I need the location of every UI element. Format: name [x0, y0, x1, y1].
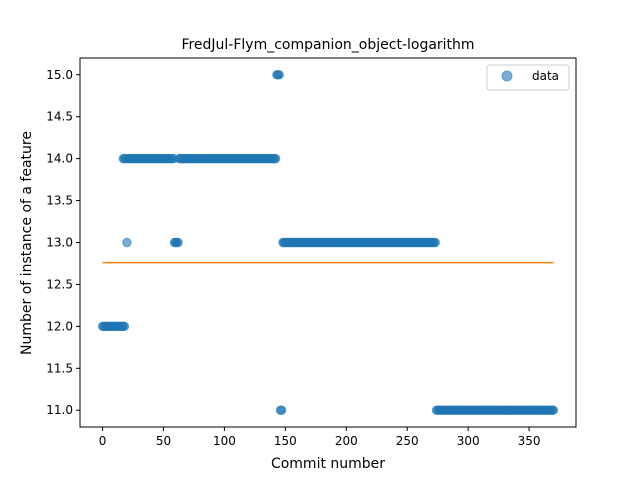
y-tick-label: 15.0: [46, 68, 73, 82]
data-point: [274, 70, 284, 80]
legend-label-data: data: [532, 69, 559, 83]
legend: data: [486, 64, 570, 91]
y-tick-label: 13.0: [46, 236, 73, 250]
x-tick-label: 100: [213, 434, 236, 448]
y-tick-label: 12.0: [46, 319, 73, 333]
x-tick-label: 350: [518, 434, 541, 448]
y-axis-label: Number of instance of a feature: [19, 131, 35, 355]
data-point: [122, 237, 132, 248]
y-tick-label: 11.5: [46, 361, 73, 375]
x-tick-label: 150: [274, 434, 297, 448]
x-tick-label: 200: [335, 434, 358, 448]
y-axis: 11.0 11.5 12.0 12.5 13.0 13.5 14.0 14.5 15.0: [46, 68, 80, 417]
x-axis: 0 50 100 150 200 250 300 350: [99, 427, 541, 448]
y-tick-label: 13.5: [46, 194, 73, 208]
x-tick-label: 50: [156, 434, 171, 448]
data-point: [548, 405, 559, 415]
legend-marker-data: [501, 70, 513, 82]
y-tick-label: 12.5: [46, 277, 73, 291]
data-point: [270, 153, 281, 164]
x-axis-label: Commit number: [271, 456, 385, 472]
chart-title: FredJul-Flym_companion_object-logarithm: [181, 37, 474, 53]
data-point: [119, 321, 130, 332]
data-point: [430, 237, 440, 248]
x-tick-label: 250: [396, 434, 419, 448]
x-tick-label: 300: [457, 434, 480, 448]
data-point: [276, 405, 287, 415]
y-tick-label: 14.5: [46, 110, 73, 124]
plot-area: [97, 70, 559, 415]
data-point: [173, 237, 183, 248]
y-tick-label: 11.0: [46, 403, 73, 417]
y-tick-label: 14.0: [46, 152, 73, 166]
x-tick-label: 0: [99, 434, 107, 448]
